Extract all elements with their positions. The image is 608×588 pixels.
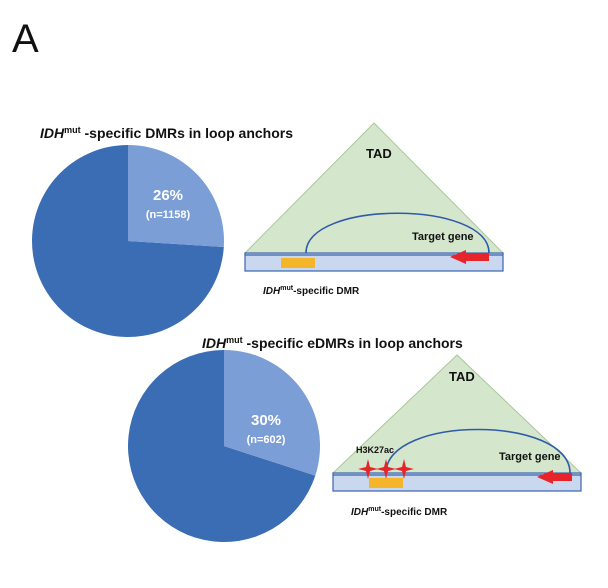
pie-2-slice-highlight bbox=[224, 350, 320, 476]
pie-2-count-label: (n=602) bbox=[247, 434, 286, 446]
tad-1-chromatin-loop bbox=[305, 212, 490, 254]
pie-2-slice-remainder bbox=[127, 350, 316, 542]
pie-1-title: IDHmut -specific DMRs in loop anchors bbox=[40, 125, 293, 141]
tad-2-dmr-label: IDHmut-specific DMR bbox=[351, 506, 448, 518]
tad-diagram-2 bbox=[331, 354, 583, 492]
pie-chart-2 bbox=[127, 350, 320, 542]
tad-2-target-gene-label: Target gene bbox=[499, 451, 561, 463]
pie-1-slice-highlight bbox=[128, 145, 224, 248]
tad-1-target-gene-label: Target gene bbox=[412, 231, 474, 243]
tad-1-dmr-label: IDHmut-specific DMR bbox=[263, 285, 360, 297]
panel-label: A bbox=[12, 17, 39, 61]
tad-1-dmr-box bbox=[281, 258, 315, 268]
pie-chart-1 bbox=[31, 144, 224, 337]
h3k27ac-label: H3K27ac bbox=[356, 445, 394, 455]
pie-2-percent-label: 30% bbox=[251, 412, 281, 429]
tad-1-target-gene-arrow bbox=[450, 250, 489, 264]
h3k27ac-star-icon bbox=[394, 459, 414, 479]
pie-1-percent-label: 26% bbox=[153, 187, 183, 204]
tad-diagram-1 bbox=[243, 122, 505, 272]
pie-1-slice-remainder bbox=[31, 144, 224, 337]
h3k27ac-star-icon bbox=[376, 459, 396, 479]
tad-2-label: TAD bbox=[449, 369, 475, 384]
tad-1-label: TAD bbox=[366, 146, 392, 161]
tad-2-chromatin-loop bbox=[385, 428, 571, 474]
tad-2-target-gene-arrow bbox=[537, 470, 572, 484]
pie-1-count-label: (n=1158) bbox=[146, 209, 191, 221]
tad-2-dmr-box bbox=[369, 478, 403, 488]
h3k27ac-star-icon bbox=[358, 459, 378, 479]
pie-2-title: IDHmut -specific eDMRs in loop anchors bbox=[202, 335, 463, 351]
